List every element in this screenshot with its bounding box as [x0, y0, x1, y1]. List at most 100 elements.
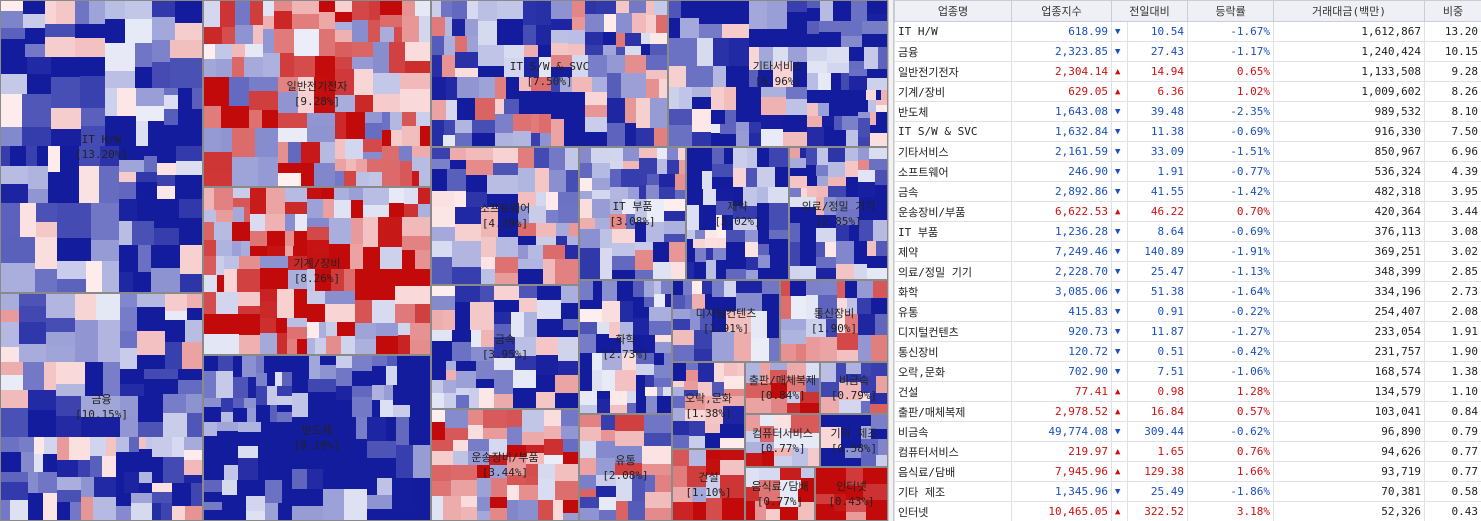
stock-tile[interactable] [412, 146, 430, 157]
stock-tile[interactable] [537, 286, 561, 300]
stock-tile[interactable] [320, 142, 335, 163]
stock-tile[interactable] [481, 269, 495, 284]
stock-tile[interactable] [28, 493, 43, 520]
stock-tile[interactable] [620, 301, 633, 322]
table-row[interactable]: 디지털컨텐츠 920.73 ▼ 11.87 -1.27% 233,054 1.91 [894, 321, 1481, 342]
stock-tile[interactable] [800, 266, 816, 279]
stock-tile[interactable] [835, 448, 845, 466]
stock-tile[interactable] [356, 172, 369, 186]
stock-tile[interactable] [335, 42, 352, 57]
stock-tile[interactable] [746, 442, 762, 453]
stock-tile[interactable] [432, 227, 455, 241]
stock-tile[interactable] [472, 120, 495, 133]
stock-tile[interactable] [561, 426, 578, 439]
stock-tile[interactable] [734, 332, 751, 361]
sector-it-sw-svc[interactable]: IT S/W & SVC [7.50%] [431, 0, 668, 147]
stock-tile[interactable] [402, 126, 420, 146]
stock-tile[interactable] [816, 197, 824, 215]
stock-tile[interactable] [452, 1, 467, 19]
stock-tile[interactable] [400, 89, 430, 112]
stock-tile[interactable] [836, 197, 859, 209]
stock-tile[interactable] [450, 160, 466, 169]
stock-tile[interactable] [807, 116, 822, 127]
stock-tile[interactable] [216, 371, 233, 398]
table-row[interactable]: 컴퓨터서비스 219.97 ▲ 1.65 0.76% 94,626 0.77 [894, 441, 1481, 462]
stock-tile[interactable] [599, 497, 616, 510]
stock-tile[interactable] [687, 466, 706, 487]
stock-tile[interactable] [163, 394, 186, 413]
stock-tile[interactable] [876, 112, 887, 125]
stock-tile[interactable] [416, 112, 430, 126]
stock-tile[interactable] [760, 363, 770, 383]
stock-tile[interactable] [551, 67, 572, 77]
stock-tile[interactable] [278, 142, 288, 163]
stock-tile[interactable] [23, 14, 45, 28]
stock-tile[interactable] [746, 363, 760, 383]
stock-tile[interactable] [861, 376, 876, 393]
stock-tile[interactable] [25, 28, 45, 44]
stock-tile[interactable] [801, 468, 814, 478]
stock-tile[interactable] [716, 215, 722, 230]
stock-tile[interactable] [28, 410, 56, 437]
stock-tile[interactable] [217, 431, 238, 448]
stock-tile[interactable] [469, 388, 479, 408]
stock-tile[interactable] [90, 456, 102, 477]
stock-tile[interactable] [137, 199, 154, 221]
stock-tile[interactable] [602, 301, 620, 322]
table-row[interactable]: 운송장비/부품 6,622.53 ▲ 46.22 0.70% 420,364 3.44 [894, 201, 1481, 222]
stock-tile[interactable] [705, 238, 717, 248]
stock-tile[interactable] [654, 353, 664, 365]
stock-tile[interactable] [736, 293, 762, 311]
stock-tile[interactable] [37, 146, 48, 166]
stock-tile[interactable] [224, 448, 238, 465]
stock-tile[interactable] [781, 296, 791, 319]
stock-tile[interactable] [636, 387, 645, 396]
stock-tile[interactable] [204, 27, 222, 44]
stock-tile[interactable] [335, 1, 352, 12]
stock-tile[interactable] [513, 388, 536, 408]
stock-tile[interactable] [455, 224, 481, 241]
stock-tile[interactable] [494, 300, 519, 312]
stock-tile[interactable] [600, 248, 612, 279]
stock-tile[interactable] [57, 203, 91, 238]
stock-tile[interactable] [736, 107, 750, 122]
stock-tile[interactable] [204, 480, 222, 492]
stock-tile[interactable] [800, 176, 807, 188]
stock-tile[interactable] [821, 363, 836, 382]
stock-tile[interactable] [191, 483, 202, 506]
stock-tile[interactable] [654, 378, 671, 387]
stock-tile[interactable] [687, 171, 702, 189]
stock-tile[interactable] [1, 500, 10, 520]
stock-tile[interactable] [720, 124, 736, 134]
stock-tile[interactable] [456, 371, 476, 388]
stock-tile[interactable] [625, 55, 646, 73]
stock-tile[interactable] [845, 281, 857, 298]
stock-tile[interactable] [217, 275, 224, 292]
stock-tile[interactable] [807, 47, 827, 61]
stock-tile[interactable] [278, 173, 301, 186]
stock-tile[interactable] [476, 379, 494, 388]
stock-tile[interactable] [204, 292, 216, 314]
stock-tile[interactable] [241, 241, 250, 256]
stock-tile[interactable] [603, 45, 616, 55]
stock-tile[interactable] [610, 405, 627, 413]
stock-tile[interactable] [451, 465, 477, 480]
stock-tile[interactable] [863, 484, 887, 500]
stock-tile[interactable] [609, 322, 620, 338]
table-row[interactable]: 일반전기전자 2,304.14 ▲ 14.94 0.65% 1,133,508 9.28 [894, 61, 1481, 82]
stock-tile[interactable] [858, 125, 870, 137]
stock-tile[interactable] [720, 438, 744, 448]
stock-tile[interactable] [412, 171, 419, 186]
stock-tile[interactable] [237, 480, 246, 495]
stock-tile[interactable] [475, 98, 495, 120]
stock-tile[interactable] [561, 303, 578, 319]
stock-tile[interactable] [580, 475, 596, 489]
stock-tile[interactable] [157, 163, 176, 175]
stock-tile[interactable] [1, 184, 28, 203]
stock-tile[interactable] [432, 361, 446, 371]
stock-tile[interactable] [539, 57, 551, 77]
stock-tile[interactable] [432, 330, 452, 341]
stock-tile[interactable] [846, 500, 866, 512]
stock-tile[interactable] [152, 503, 161, 520]
stock-tile[interactable] [845, 458, 861, 466]
